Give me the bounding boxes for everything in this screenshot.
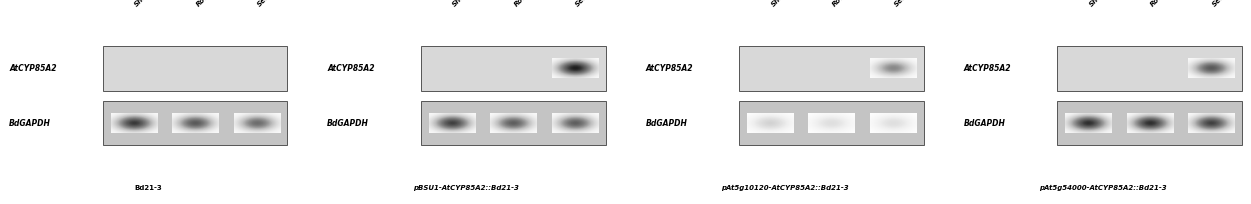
Text: Root: Root: [195, 0, 213, 7]
Text: Bd21-3: Bd21-3: [134, 185, 163, 191]
Text: BdGAPDH: BdGAPDH: [9, 119, 51, 128]
Text: pAt5g10120-AtCYP85A2::Bd21-3: pAt5g10120-AtCYP85A2::Bd21-3: [721, 185, 848, 191]
Bar: [103, 47, 288, 91]
Bar: [1057, 101, 1242, 145]
Text: Shoot: Shoot: [134, 0, 155, 7]
Text: Seed: Seed: [575, 0, 593, 7]
Text: Shoot: Shoot: [452, 0, 473, 7]
Text: BdGAPDH: BdGAPDH: [328, 119, 369, 128]
Bar: [739, 101, 923, 145]
Text: Root: Root: [513, 0, 530, 7]
Text: Seed: Seed: [256, 0, 275, 7]
Bar: [422, 47, 605, 91]
Text: BdGAPDH: BdGAPDH: [963, 119, 1006, 128]
Text: AtCYP85A2: AtCYP85A2: [328, 64, 375, 73]
Text: AtCYP85A2: AtCYP85A2: [646, 64, 693, 73]
Text: Shoot: Shoot: [1088, 0, 1110, 7]
Text: Shoot: Shoot: [769, 0, 791, 7]
Bar: [103, 101, 288, 145]
Text: Root: Root: [832, 0, 849, 7]
Text: pBSU1-AtCYP85A2::Bd21-3: pBSU1-AtCYP85A2::Bd21-3: [414, 185, 519, 191]
Bar: [422, 101, 605, 145]
Text: Root: Root: [1150, 0, 1167, 7]
Text: AtCYP85A2: AtCYP85A2: [9, 64, 56, 73]
Text: pAt5g54000-AtCYP85A2::Bd21-3: pAt5g54000-AtCYP85A2::Bd21-3: [1038, 185, 1166, 191]
Text: Seed: Seed: [893, 0, 912, 7]
Text: Seed: Seed: [1211, 0, 1230, 7]
Bar: [1057, 47, 1242, 91]
Text: BdGAPDH: BdGAPDH: [646, 119, 687, 128]
Text: AtCYP85A2: AtCYP85A2: [963, 64, 1011, 73]
Bar: [739, 47, 923, 91]
